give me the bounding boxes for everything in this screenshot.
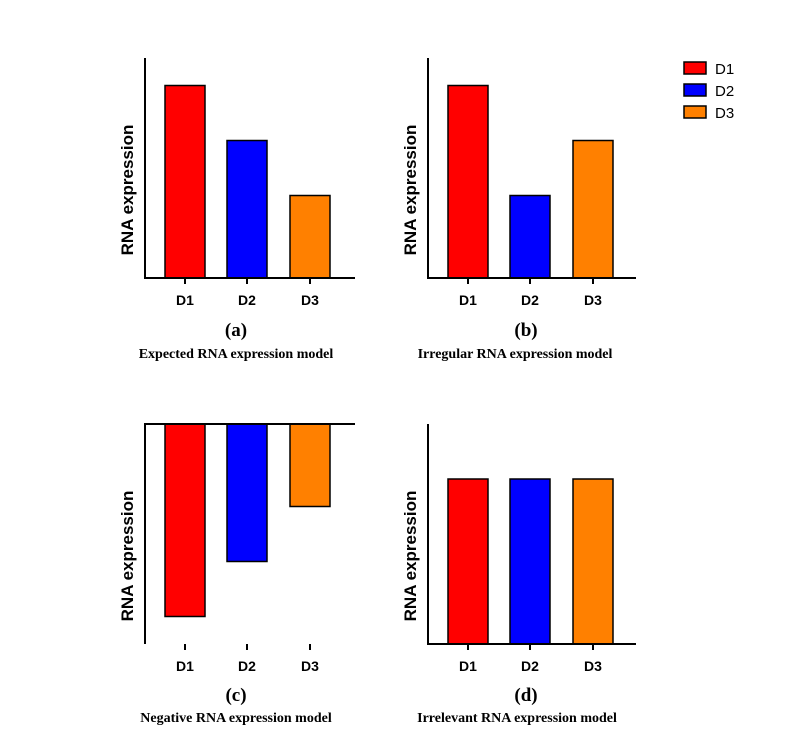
bar-d2 [509,194,551,279]
x-tick-label: D1 [459,658,477,674]
chart-panel-a: D1 D2 D3 RNA expression (a) Expected RNA expr… [118,58,355,362]
chart-panel-d: D1 D2 D3 RNA expression (d) Irrelevant RNA ex… [401,424,636,726]
bar-d1 [164,84,206,279]
x-tick-label: D2 [238,658,256,674]
y-axis-label: RNA expression [118,491,137,622]
panel-caption: Irrelevant RNA expression model [417,711,617,726]
panel-caption: Negative RNA expression model [140,711,332,726]
bar-d2 [226,139,268,279]
panel-caption: Irregular RNA expression model [418,347,613,362]
panel-letter: (a) [225,320,247,341]
x-tick-label: D3 [584,658,602,674]
legend-item-d2: D2 [683,83,734,100]
x-tick-label: D1 [459,292,477,308]
x-tick-label: D2 [521,658,539,674]
panel-letter: (b) [514,320,537,341]
legend-label: D3 [715,105,734,122]
legend: D1 D2 D3 [683,61,734,122]
y-axis-label: RNA expression [401,125,420,256]
legend-item-d1: D1 [683,61,734,78]
panel-letter: (c) [225,685,246,706]
chart-panel-b: D1 D2 D3 RNA expression (b) Irregular RNA exp… [401,58,636,362]
panel-letter: (d) [514,685,537,706]
legend-swatch [683,61,707,75]
x-tick-label: D1 [176,292,194,308]
y-axis-label: RNA expression [118,125,137,256]
x-tick-label: D3 [301,658,319,674]
bar-d3 [572,478,614,645]
bar-d2 [226,423,268,563]
bar-d3 [289,194,331,279]
legend-swatch [683,105,707,119]
y-axis-label: RNA expression [401,491,420,622]
chart-panel-c: D1 D2 D3 RNA expression (c) Negative RNA expr… [118,423,355,726]
bar-d1 [447,478,489,645]
bar-d3 [289,423,331,508]
legend-label: D1 [715,61,734,78]
legend-label: D2 [715,83,734,100]
x-tick-label: D1 [176,658,194,674]
bar-d1 [164,423,206,618]
legend-item-d3: D3 [683,105,734,122]
x-tick-label: D3 [301,292,319,308]
bar-d3 [572,139,614,279]
legend-swatch [683,83,707,97]
x-tick-label: D3 [584,292,602,308]
bar-d1 [447,84,489,279]
bar-d2 [509,478,551,645]
x-tick-label: D2 [238,292,256,308]
x-tick-label: D2 [521,292,539,308]
panel-caption: Expected RNA expression model [139,347,334,362]
